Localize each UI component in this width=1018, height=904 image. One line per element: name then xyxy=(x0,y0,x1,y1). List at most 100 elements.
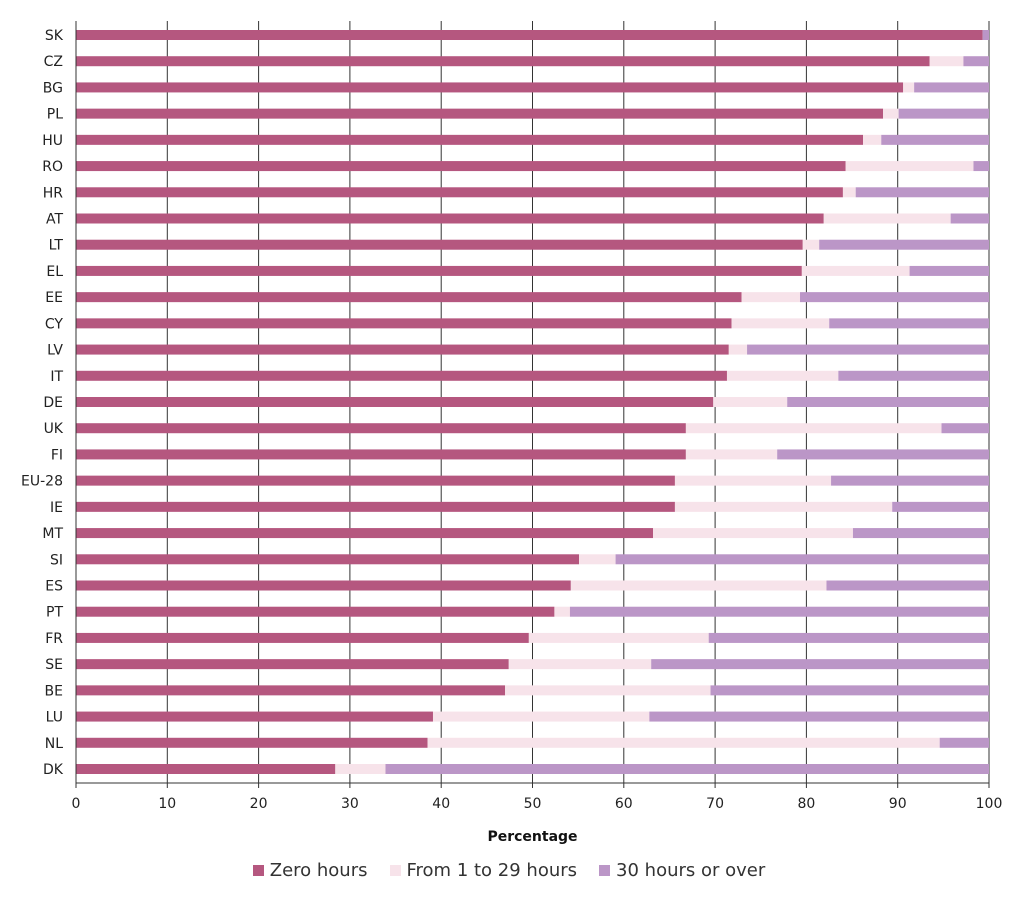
x-tick-label: 80 xyxy=(797,796,815,812)
category-label: HR xyxy=(43,185,64,201)
bar-segment-3 xyxy=(649,711,989,722)
legend-item: From 1 to 29 hours xyxy=(389,860,578,881)
legend-swatch xyxy=(389,865,401,876)
bars xyxy=(76,30,990,774)
category-label: BE xyxy=(45,683,63,699)
category-label: CY xyxy=(45,316,64,332)
category-label: PL xyxy=(47,107,63,123)
bar-segment-2 xyxy=(570,580,827,591)
bar-segment-1 xyxy=(76,239,803,250)
x-tick-label: 100 xyxy=(976,796,1003,812)
bar-segment-3 xyxy=(963,56,989,67)
x-axis-title: Percentage xyxy=(487,829,577,845)
bar-segment-1 xyxy=(76,30,983,40)
category-label: MT xyxy=(42,526,63,542)
category-label: AT xyxy=(46,212,63,228)
bar-segment-2 xyxy=(802,239,820,250)
category-label: LV xyxy=(47,343,63,359)
bar-segment-3 xyxy=(708,632,989,643)
bar-segment-1 xyxy=(76,449,686,460)
bar-segment-3 xyxy=(898,108,989,119)
bar-segment-2 xyxy=(731,318,830,329)
bar-segment-3 xyxy=(831,475,989,486)
x-tick-label: 30 xyxy=(341,796,359,812)
bar-segment-3 xyxy=(826,580,989,591)
bar-segment-2 xyxy=(653,528,853,539)
bar-segment-1 xyxy=(76,187,843,198)
bar-segment-2 xyxy=(863,134,882,145)
bar-segment-2 xyxy=(508,659,652,670)
bar-segment-3 xyxy=(569,606,989,617)
x-tick-label: 0 xyxy=(72,796,81,812)
bar-segment-3 xyxy=(777,449,989,460)
category-label: UK xyxy=(44,421,64,437)
category-label: ES xyxy=(45,579,63,595)
bar-segment-3 xyxy=(914,82,989,93)
bar-segment-3 xyxy=(852,528,989,539)
category-label: HU xyxy=(42,133,63,149)
bar-segment-3 xyxy=(829,318,989,329)
category-label: NL xyxy=(45,736,63,752)
bar-segment-1 xyxy=(76,554,580,565)
x-tick-labels: 0 10 20 30 40 50 60 70 80 90 100 xyxy=(72,796,1003,812)
bar-segment-1 xyxy=(76,659,509,670)
bar-segment-2 xyxy=(726,370,839,381)
bar-segment-1 xyxy=(76,292,742,303)
x-tick-label: 70 xyxy=(706,796,724,812)
bar-segment-1 xyxy=(76,423,686,434)
bar-segment-1 xyxy=(76,344,729,355)
bar-segment-1 xyxy=(76,475,675,486)
category-label: PT xyxy=(46,605,63,621)
category-label: BG xyxy=(43,80,63,96)
bar-segment-3 xyxy=(800,292,989,303)
legend-label: Zero hours xyxy=(269,860,368,881)
category-label: SI xyxy=(50,552,63,568)
category-labels: SK CZ BG PL HU RO HR AT LT EL EE CY LV IT DE UK FI EU-28 I… xyxy=(21,28,64,778)
bar-segment-2 xyxy=(427,737,940,748)
bar-segment-1 xyxy=(76,632,529,643)
bar-segment-2 xyxy=(432,711,650,722)
bar-segment-1 xyxy=(76,213,824,224)
axes xyxy=(75,21,989,784)
bar-segment-1 xyxy=(76,397,714,407)
bar-segment-2 xyxy=(929,56,964,67)
bar-segment-3 xyxy=(973,161,989,172)
bar-segment-1 xyxy=(76,108,884,119)
category-label: LT xyxy=(49,238,64,254)
bar-segment-3 xyxy=(982,30,989,40)
bar-segment-3 xyxy=(710,685,989,696)
category-label: CZ xyxy=(44,54,63,70)
bar-segment-3 xyxy=(892,501,989,512)
bar-segment-3 xyxy=(939,737,989,748)
bar-segment-3 xyxy=(747,344,989,355)
category-label: DE xyxy=(43,395,63,411)
x-tick-label: 40 xyxy=(432,796,450,812)
legend-label: From 1 to 29 hours xyxy=(406,860,578,881)
bar-segment-3 xyxy=(941,423,989,434)
legend-item: Zero hours xyxy=(252,860,368,881)
category-label: SE xyxy=(45,657,63,673)
bar-segment-1 xyxy=(76,685,506,696)
bar-segment-3 xyxy=(615,554,989,565)
category-label: IT xyxy=(50,369,63,385)
bar-segment-2 xyxy=(823,213,951,224)
bar-segment-2 xyxy=(842,187,856,198)
bar-segment-2 xyxy=(883,108,899,119)
x-tick-label: 50 xyxy=(524,796,542,812)
bar-segment-2 xyxy=(579,554,616,565)
bar-segment-1 xyxy=(76,161,846,172)
legend-swatch xyxy=(599,865,611,876)
legend: Zero hours From 1 to 29 hours 30 hours or … xyxy=(0,860,1018,881)
legend-swatch xyxy=(252,865,264,876)
bar-segment-2 xyxy=(903,82,915,93)
bar-segment-3 xyxy=(855,187,989,198)
bar-segment-1 xyxy=(76,318,732,329)
bar-segment-1 xyxy=(76,56,930,67)
bar-segment-3 xyxy=(787,397,989,407)
category-label: LU xyxy=(46,710,63,726)
bar-segment-2 xyxy=(685,423,942,434)
bar-segment-2 xyxy=(335,764,386,774)
legend-label: 30 hours or over xyxy=(616,860,766,881)
bar-segment-2 xyxy=(554,606,570,617)
bar-segment-2 xyxy=(845,161,974,172)
